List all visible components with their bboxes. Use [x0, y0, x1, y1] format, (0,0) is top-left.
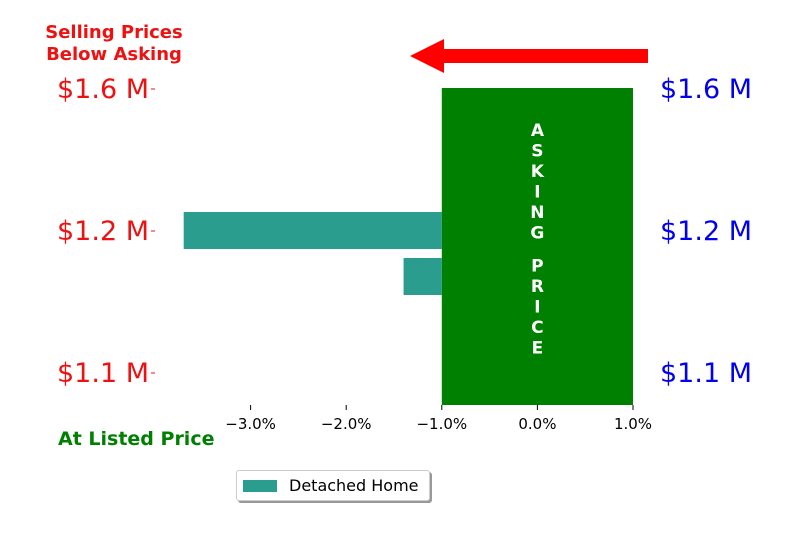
left-arrow-icon [410, 39, 648, 73]
bar-1 [403, 258, 442, 295]
x-tick-label: −1.0% [416, 415, 467, 433]
asking-letter: S [531, 142, 543, 162]
asking-letter: E [532, 338, 544, 358]
bar-0 [183, 212, 442, 249]
annotation-selling-below-asking: Below Asking [46, 44, 182, 65]
right-tick-label: $1.6 M [660, 74, 752, 105]
annotation-at-listed-price: At Listed Price [58, 428, 214, 450]
x-axis: −3.0% −2.0% −1.0% 0.0% 1.0% [225, 405, 652, 433]
legend: Detached Home [236, 470, 430, 501]
x-tick-label: −2.0% [321, 415, 372, 433]
x-tick-label: 1.0% [614, 415, 652, 433]
left-tick-label: $1.2 M [57, 216, 149, 247]
asking-letter: A [531, 121, 545, 141]
asking-letter: I [534, 183, 540, 203]
asking-letter: N [530, 203, 544, 223]
asking-letter: R [531, 277, 544, 297]
bar-series [183, 212, 442, 295]
right-tick-label: $1.1 M [660, 358, 752, 389]
right-tick-label: $1.2 M [660, 216, 752, 247]
right-y-axis: $1.6 M $1.2 M $1.1 M [660, 74, 752, 389]
asking-letter: K [531, 162, 545, 182]
annotation-selling-below-asking: Selling Prices [45, 22, 182, 43]
asking-letter: P [531, 256, 543, 276]
left-y-axis: $1.6 M $1.2 M $1.1 M [57, 74, 155, 389]
legend-swatch [243, 480, 277, 492]
asking-band-rect [441, 88, 633, 405]
asking-letter: G [530, 224, 544, 244]
legend-label: Detached Home [289, 476, 419, 495]
asking-letter: I [534, 297, 540, 317]
left-tick-label: $1.6 M [57, 74, 149, 105]
left-tick-label: $1.1 M [57, 358, 149, 389]
asking-letter: C [531, 318, 543, 338]
x-tick-label: 0.0% [518, 415, 556, 433]
x-tick-label: −3.0% [225, 415, 276, 433]
